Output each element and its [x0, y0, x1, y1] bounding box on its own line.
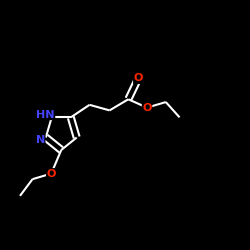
Text: HN: HN	[36, 110, 55, 120]
Text: O: O	[142, 102, 152, 113]
Text: N: N	[36, 135, 45, 145]
Text: O: O	[134, 74, 143, 84]
Text: O: O	[46, 168, 56, 178]
